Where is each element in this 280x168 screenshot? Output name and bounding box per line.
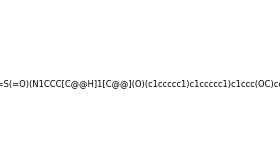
Text: O=S(=O)(N1CCC[C@@H]1[C@@](O)(c1ccccc1)c1ccccc1)c1ccc(OC)cc1: O=S(=O)(N1CCC[C@@H]1[C@@](O)(c1ccccc1)c1… (0, 79, 280, 89)
